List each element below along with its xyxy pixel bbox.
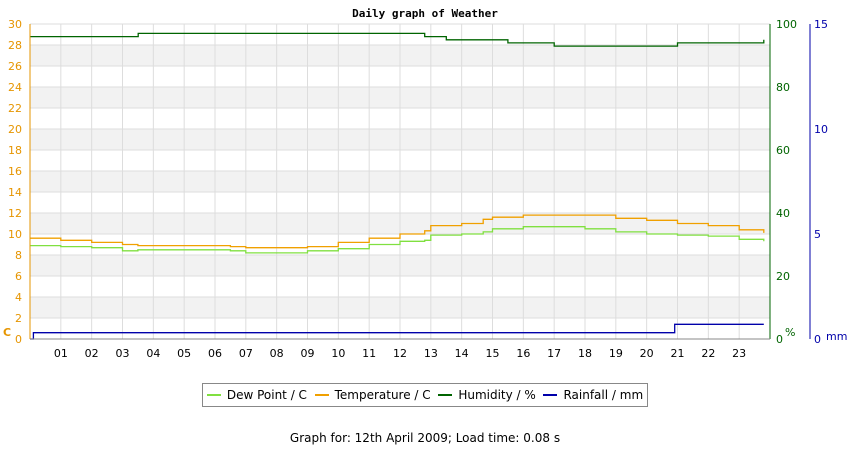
tick-labels: 024681012141618202224262830C020406080100… bbox=[3, 18, 847, 360]
legend-item-temperature: Temperature / C bbox=[314, 388, 431, 402]
humidity-tick-label: 100 bbox=[776, 18, 797, 31]
axes bbox=[29, 24, 811, 340]
left-tick-label: 0 bbox=[15, 333, 22, 346]
x-tick-label: 03 bbox=[116, 347, 130, 360]
left-tick-label: 22 bbox=[8, 102, 22, 115]
rain-tick-label: 10 bbox=[814, 123, 828, 136]
legend-label-temperature: Temperature / C bbox=[334, 388, 431, 402]
legend-label-humidity: Humidity / % bbox=[458, 388, 536, 402]
x-tick-label: 04 bbox=[146, 347, 160, 360]
x-tick-label: 12 bbox=[393, 347, 407, 360]
legend-swatch-rainfall bbox=[543, 394, 558, 396]
humidity-tick-label: 0 bbox=[776, 333, 783, 346]
humidity-tick-label: 60 bbox=[776, 144, 790, 157]
left-tick-label: 2 bbox=[15, 312, 22, 325]
x-tick-label: 11 bbox=[362, 347, 376, 360]
left-tick-label: 14 bbox=[8, 186, 22, 199]
weather-chart: Daily graph of Weather 02468101214161820… bbox=[3, 7, 847, 360]
legend-label-rainfall: Rainfall / mm bbox=[563, 388, 644, 402]
series-line-temperature bbox=[30, 214, 765, 249]
x-tick-label: 22 bbox=[701, 347, 715, 360]
left-tick-label: 10 bbox=[8, 228, 22, 241]
x-tick-label: 15 bbox=[486, 347, 500, 360]
left-tick-label: 24 bbox=[8, 81, 22, 94]
legend-swatch-temperature bbox=[314, 394, 329, 396]
chart-title: Daily graph of Weather bbox=[352, 7, 498, 20]
left-tick-label: 30 bbox=[8, 18, 22, 31]
rain-tick-label: 15 bbox=[814, 18, 828, 31]
x-tick-label: 16 bbox=[516, 347, 530, 360]
x-tick-label: 09 bbox=[301, 347, 315, 360]
humidity-tick-label: 20 bbox=[776, 270, 790, 283]
legend: Dew Point / C Temperature / C Humidity /… bbox=[202, 383, 648, 407]
left-tick-label: 4 bbox=[15, 291, 22, 304]
x-tick-label: 07 bbox=[239, 347, 253, 360]
x-tick-label: 10 bbox=[331, 347, 345, 360]
x-tick-label: 08 bbox=[270, 347, 284, 360]
x-tick-label: 23 bbox=[732, 347, 746, 360]
left-tick-label: 8 bbox=[15, 249, 22, 262]
left-tick-label: 6 bbox=[15, 270, 22, 283]
x-tick-label: 01 bbox=[54, 347, 68, 360]
x-tick-label: 17 bbox=[547, 347, 561, 360]
x-tick-label: 21 bbox=[671, 347, 685, 360]
x-tick-label: 19 bbox=[609, 347, 623, 360]
left-tick-label: 18 bbox=[8, 144, 22, 157]
x-tick-label: 02 bbox=[85, 347, 99, 360]
legend-item-rainfall: Rainfall / mm bbox=[543, 388, 643, 402]
legend-item-dew-point: Dew Point / C bbox=[206, 388, 307, 402]
humidity-tick-label: 80 bbox=[776, 81, 790, 94]
rain-axis-unit: mm bbox=[826, 330, 847, 343]
series-line-humidity bbox=[30, 32, 765, 47]
x-tick-label: 14 bbox=[455, 347, 469, 360]
left-tick-label: 28 bbox=[8, 39, 22, 52]
left-tick-label: 26 bbox=[8, 60, 22, 73]
humidity-axis-unit: % bbox=[785, 326, 795, 339]
left-axis-unit: C bbox=[3, 326, 11, 339]
x-tick-label: 05 bbox=[177, 347, 191, 360]
series-line-dew bbox=[30, 226, 765, 254]
legend-swatch-humidity bbox=[438, 394, 453, 396]
legend-item-humidity: Humidity / % bbox=[438, 388, 536, 402]
x-tick-label: 13 bbox=[424, 347, 438, 360]
x-tick-label: 18 bbox=[578, 347, 592, 360]
left-tick-label: 16 bbox=[8, 165, 22, 178]
x-tick-label: 20 bbox=[640, 347, 654, 360]
rain-tick-label: 0 bbox=[814, 333, 821, 346]
rain-tick-label: 5 bbox=[814, 228, 821, 241]
footer-status: Graph for: 12th April 2009; Load time: 0… bbox=[289, 431, 561, 445]
humidity-tick-label: 40 bbox=[776, 207, 790, 220]
left-tick-label: 12 bbox=[8, 207, 22, 220]
left-tick-label: 20 bbox=[8, 123, 22, 136]
legend-label-dew-point: Dew Point / C bbox=[226, 388, 307, 402]
legend-swatch-dew-point bbox=[206, 394, 221, 396]
x-tick-label: 06 bbox=[208, 347, 222, 360]
